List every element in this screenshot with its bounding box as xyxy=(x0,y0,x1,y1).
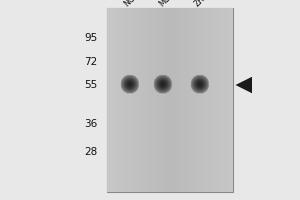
Polygon shape xyxy=(236,77,252,93)
Text: 72: 72 xyxy=(84,57,98,67)
Text: 55: 55 xyxy=(84,80,98,90)
Bar xyxy=(106,8,232,192)
Text: MDA-MB453: MDA-MB453 xyxy=(157,0,198,8)
Text: NCI-H292: NCI-H292 xyxy=(123,0,156,8)
Text: ZR-75-1: ZR-75-1 xyxy=(193,0,222,8)
Text: 95: 95 xyxy=(84,33,98,43)
Text: 28: 28 xyxy=(84,147,98,157)
Bar xyxy=(106,8,232,192)
Text: 36: 36 xyxy=(84,119,98,129)
